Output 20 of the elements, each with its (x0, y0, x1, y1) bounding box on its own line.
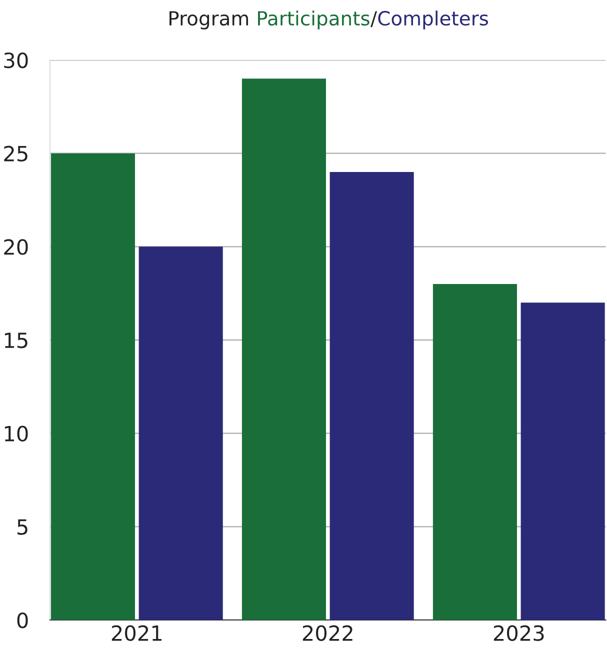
chart-title: Program (170, 11, 248, 30)
text: Participants (258, 10, 370, 30)
bar (242, 78, 326, 620)
y-tick-label: 25 (4, 146, 28, 162)
x-tick-label: 2022 (302, 625, 352, 641)
bar (330, 172, 414, 620)
bar (50, 153, 135, 620)
text: / (370, 11, 378, 28)
y-tick-label: 5 (18, 519, 28, 535)
x-tick-label: 2023 (494, 625, 544, 641)
y-tick-label: 20 (4, 239, 28, 255)
bar (432, 284, 517, 620)
bar (520, 302, 605, 620)
y-tick-label: 10 (4, 426, 28, 442)
x-tick-label: 2021 (112, 625, 162, 641)
y-tick-label: 15 (4, 332, 28, 348)
y-tick-label: 0 (17, 612, 28, 628)
text: Completers (378, 10, 488, 30)
y-tick-label: 30 (4, 52, 28, 68)
bar (138, 246, 223, 620)
